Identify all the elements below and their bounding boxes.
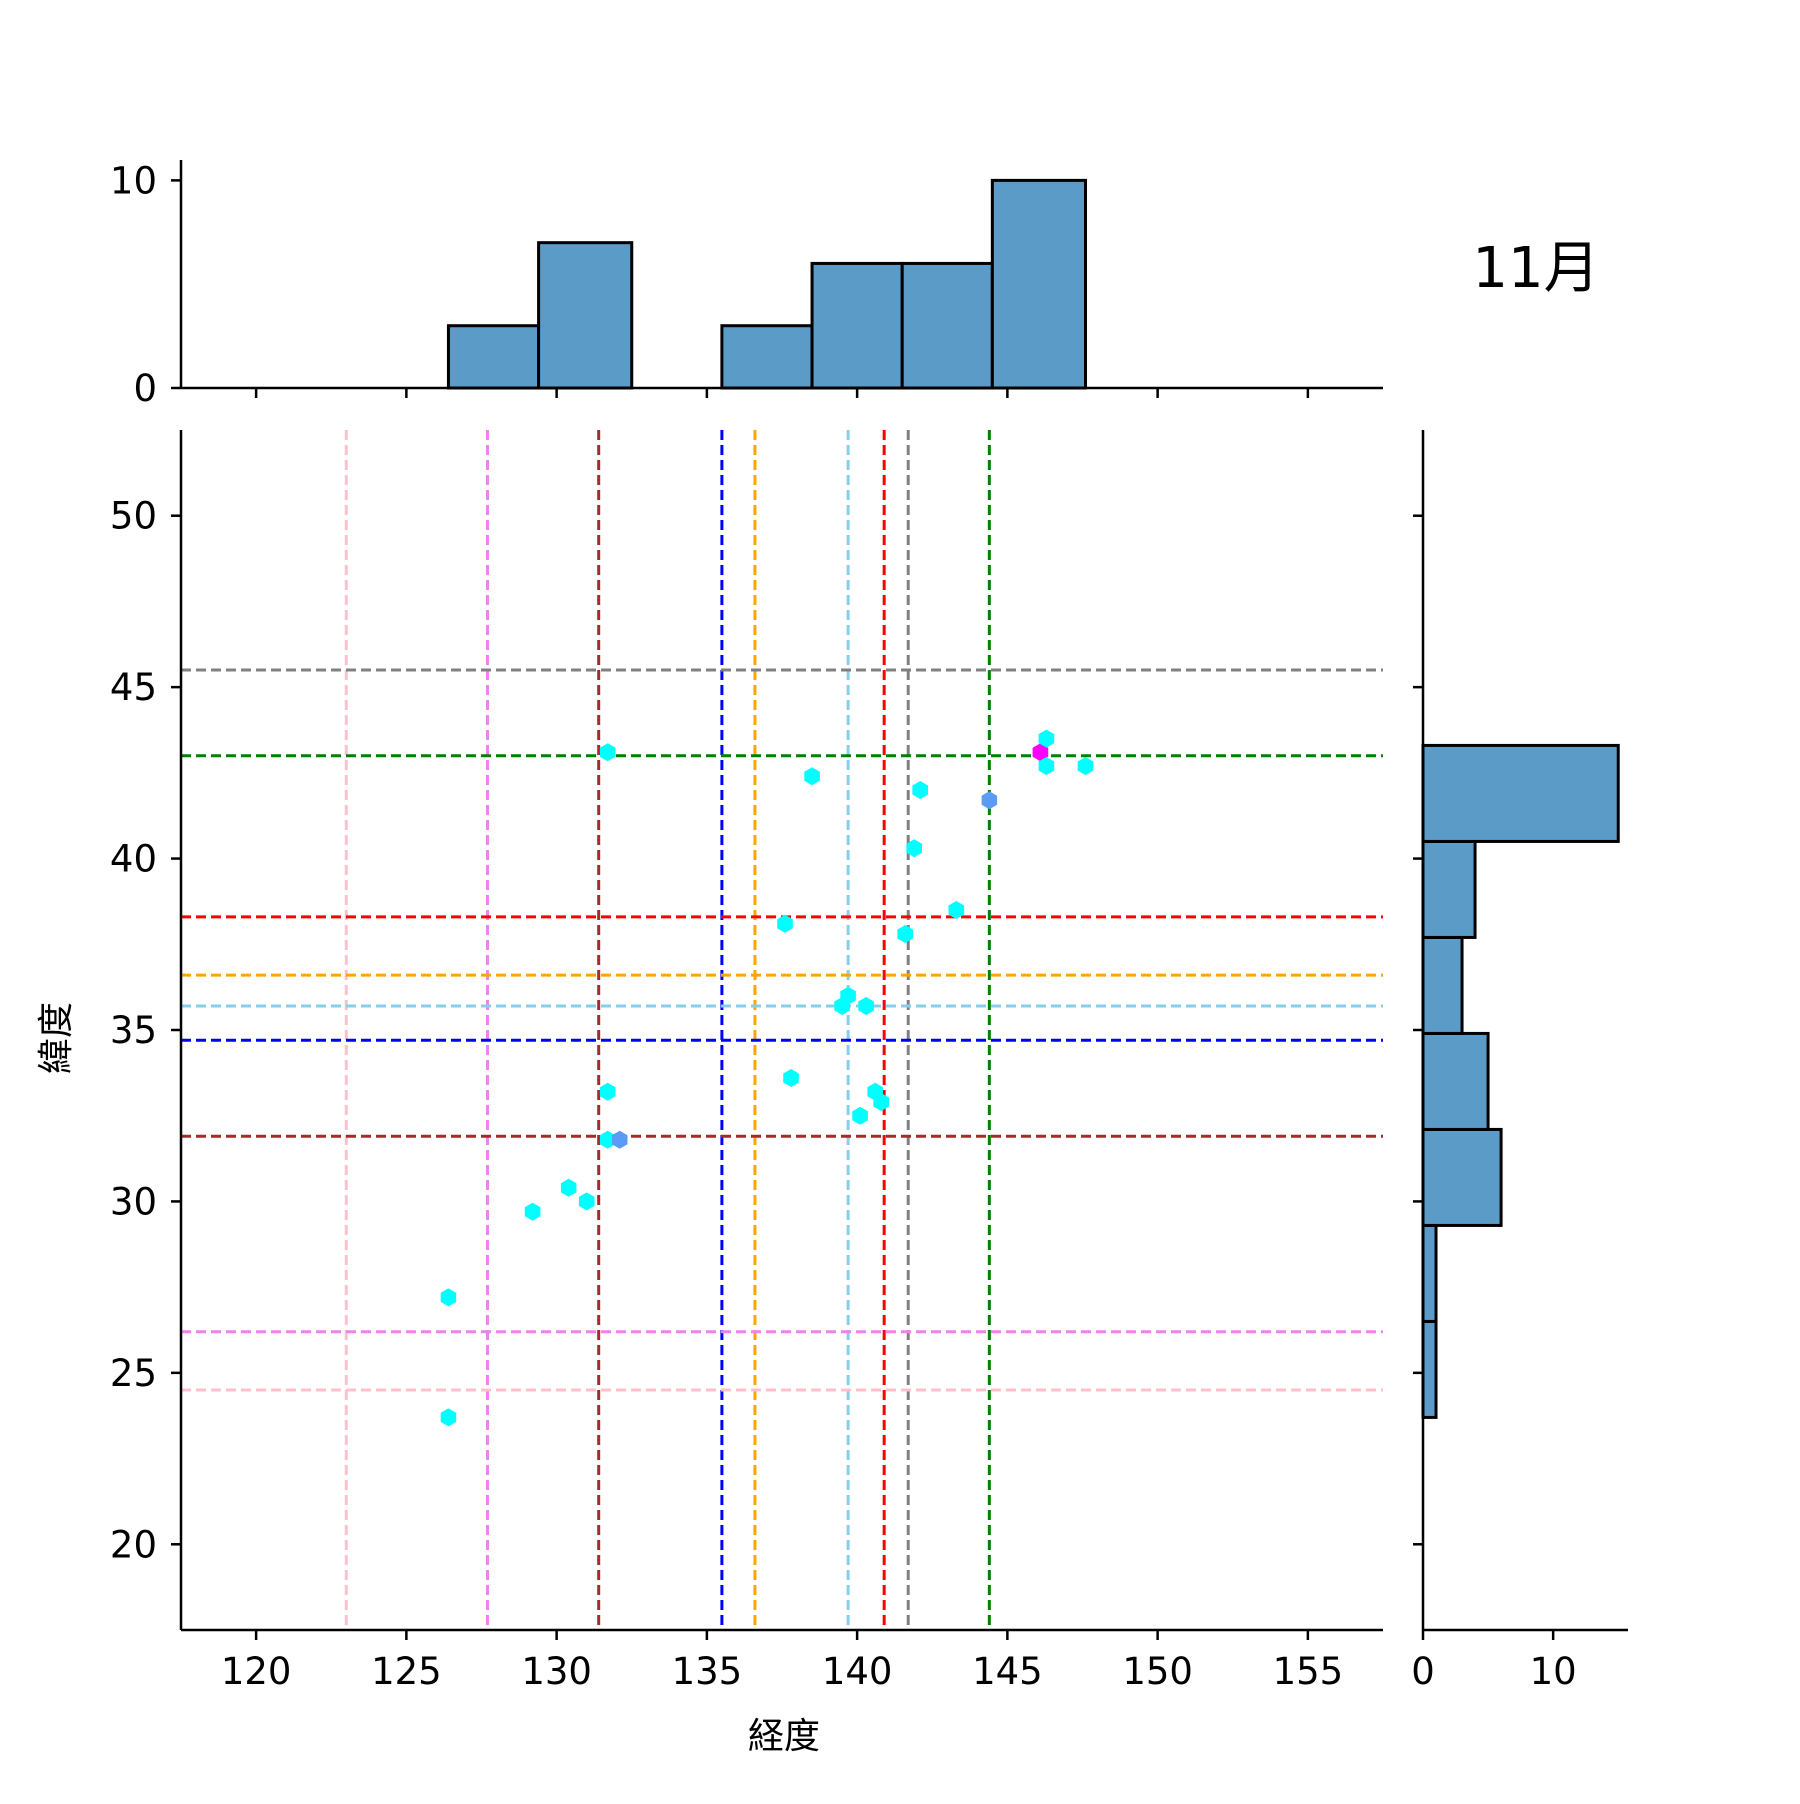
scatter-points (440, 729, 1094, 1427)
scatter-point (912, 781, 928, 799)
marginal-histogram-top (446, 178, 1088, 390)
scatter-point (599, 1130, 616, 1149)
scatter-point (897, 925, 913, 943)
scatter-point (1038, 729, 1055, 748)
scatter-point (948, 901, 965, 919)
hist-x-bar (720, 324, 814, 390)
scatter-point (1032, 743, 1049, 762)
hist-y-bar (1421, 935, 1464, 1035)
y-tick-label: 20 (110, 1523, 157, 1566)
scatter-point (783, 1069, 799, 1087)
x-tick-label: 145 (972, 1650, 1043, 1693)
y-tick-label: 35 (110, 1009, 157, 1052)
scatter-point (873, 1093, 889, 1111)
scatter-point (1038, 757, 1055, 775)
hist-y-bar (1421, 1031, 1490, 1131)
axes: 120 125 130 135 140 145 150 155 20 25 30 35 40 45 50 0 1… (110, 159, 1628, 1693)
scatter-point (858, 997, 874, 1015)
reference-lines (181, 430, 1383, 1630)
scatter-point (611, 1130, 628, 1149)
scatter-point (524, 1202, 541, 1221)
scatter-point (840, 986, 856, 1005)
x-tick-label: 150 (1122, 1650, 1193, 1693)
x-axis-label: 経度 (748, 1716, 820, 1757)
scatter-point (1077, 757, 1094, 775)
x-tick-label: 125 (371, 1650, 442, 1693)
hist-x-bar (810, 261, 904, 390)
hist-y-bar (1421, 1127, 1503, 1227)
y-tick-label: 50 (110, 495, 157, 538)
x-tick-label: 140 (822, 1650, 893, 1693)
hist-x-bar (990, 178, 1088, 390)
marginal-histogram-right (1421, 743, 1620, 1419)
scatter-point (578, 1192, 595, 1211)
hist-y-bar (1421, 839, 1477, 939)
hist-x-bar (900, 261, 994, 390)
x-tick-label: 155 (1273, 1650, 1344, 1693)
scatter-point (599, 1082, 616, 1101)
scatter-point (906, 839, 922, 858)
x-tick-label: 130 (521, 1650, 592, 1693)
scatter-point (440, 1408, 457, 1427)
hist-y-bar (1421, 743, 1620, 843)
scatter-point (560, 1178, 577, 1197)
scatter-point (804, 767, 820, 786)
hist-y-bar (1421, 1319, 1438, 1419)
scatter-point (981, 791, 998, 810)
x-tick-label: 120 (221, 1650, 292, 1693)
y-tick-label: 45 (110, 666, 157, 709)
right-hist-count-label: 10 (1530, 1650, 1577, 1693)
scatter-point (599, 743, 616, 762)
scatter-point (852, 1106, 868, 1125)
x-tick-label: 135 (672, 1650, 743, 1693)
hist-y-bar (1421, 1223, 1438, 1323)
scatter-point (440, 1288, 457, 1307)
hist-x-bar (537, 241, 634, 390)
right-hist-count-label: 0 (1411, 1650, 1435, 1693)
y-tick-label: 40 (110, 838, 157, 881)
scatter-point (777, 914, 793, 933)
y-axis-label: 緯度 (36, 1002, 77, 1074)
top-hist-count-label: 0 (133, 367, 157, 410)
y-tick-label: 25 (110, 1352, 157, 1395)
chart-title: 11月 (1472, 236, 1599, 301)
top-hist-count-label: 10 (110, 159, 157, 202)
hist-x-bar (446, 324, 541, 390)
y-tick-label: 30 (110, 1180, 157, 1223)
